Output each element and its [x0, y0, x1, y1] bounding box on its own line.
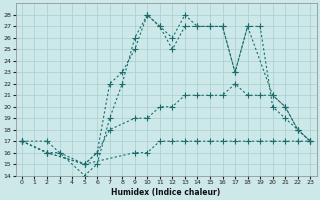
- X-axis label: Humidex (Indice chaleur): Humidex (Indice chaleur): [111, 188, 221, 197]
